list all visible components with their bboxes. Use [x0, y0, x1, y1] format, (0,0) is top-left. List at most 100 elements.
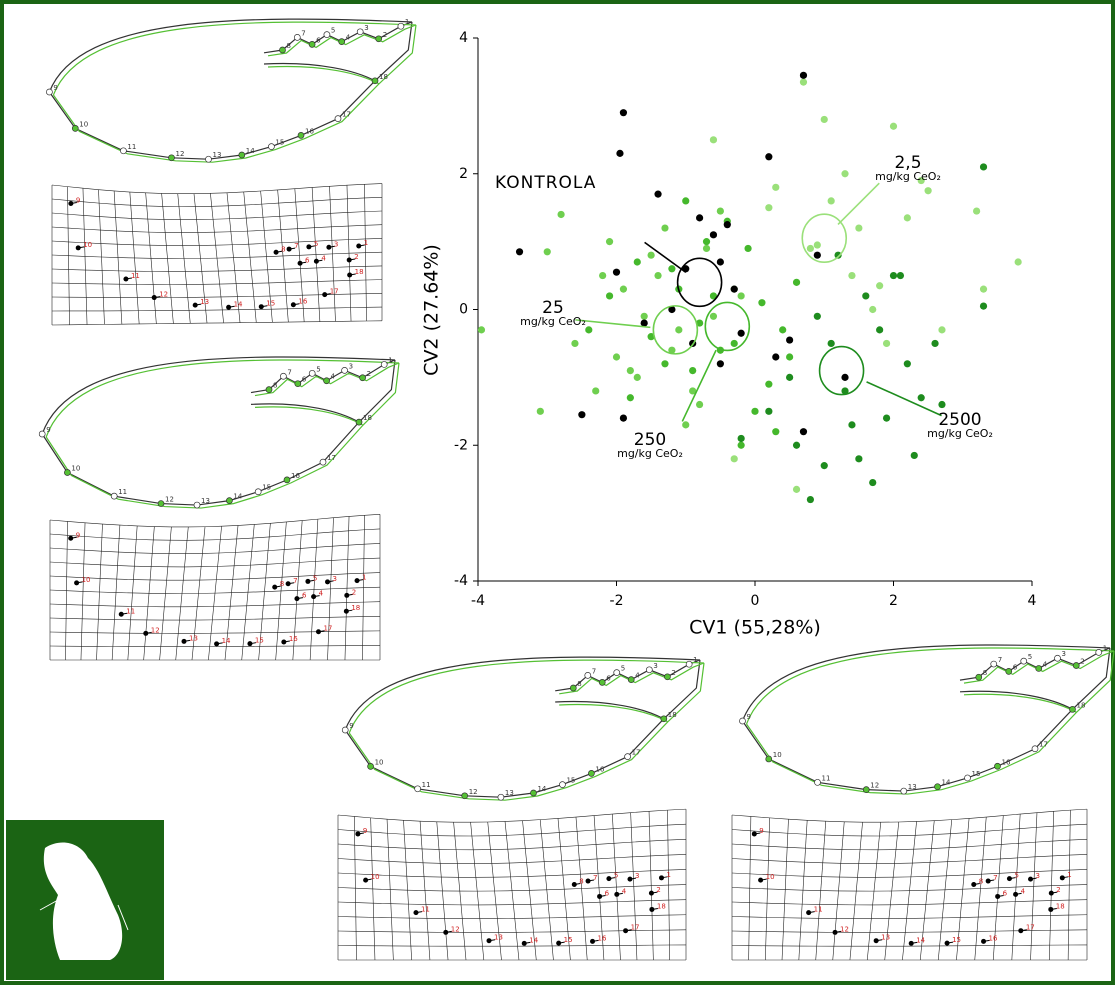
landmark-label: 6	[605, 889, 610, 897]
outline	[52, 21, 417, 163]
annotation-leader	[575, 319, 651, 329]
series-label: 2500	[938, 410, 981, 430]
landmark	[323, 377, 330, 385]
landmark-label: 1	[693, 656, 697, 664]
data-point	[599, 271, 607, 280]
landmark-label: 1	[1103, 644, 1107, 652]
landmark	[597, 893, 603, 899]
landmark-label: 2	[656, 886, 660, 894]
series-label: 25	[542, 298, 564, 318]
landmark	[1048, 890, 1054, 896]
data-point	[772, 353, 780, 361]
landmark-label: 13	[189, 634, 198, 642]
landmark-label: 18	[379, 73, 388, 81]
landmark-label: 5	[614, 872, 618, 880]
landmark	[584, 672, 592, 679]
landmark	[294, 596, 300, 602]
data-point	[619, 109, 628, 117]
unit-label: mg/kg CeO₂	[617, 447, 683, 460]
data-point	[841, 170, 849, 178]
landmark-label: 15	[952, 936, 961, 944]
landmark	[1028, 876, 1034, 882]
data-point	[543, 248, 551, 256]
landmark	[363, 877, 369, 883]
deformation-grid	[337, 884, 687, 892]
landmark-label: 4	[635, 672, 640, 680]
landmark-label: 12	[151, 626, 160, 634]
landmark-label: 6	[1013, 663, 1018, 671]
data-point	[723, 221, 731, 229]
landmark	[356, 243, 362, 249]
landmark-label: 15	[275, 139, 284, 147]
data-point	[633, 258, 641, 266]
landmark-label: 9	[76, 531, 80, 539]
y-tick-label: -4	[454, 573, 468, 589]
deformation-grid	[731, 914, 1088, 919]
data-point	[765, 407, 773, 415]
landmark-label: 2	[354, 253, 358, 261]
group-mean-ellipse	[676, 257, 723, 308]
unit-label: mg/kg CeO₂	[520, 315, 586, 328]
deformation-grid	[51, 224, 383, 233]
data-point	[515, 248, 524, 256]
deformation-grid	[337, 869, 687, 878]
landmark	[964, 774, 971, 782]
landmark	[359, 374, 366, 382]
landmark-label: 7	[301, 29, 305, 37]
landmark-label: 11	[126, 607, 135, 615]
data-point	[813, 312, 821, 320]
landmark	[71, 125, 79, 132]
landmark-label: 7	[294, 242, 298, 250]
data-point	[813, 251, 821, 259]
landmark	[623, 928, 629, 934]
data-point	[730, 285, 738, 293]
data-point	[696, 400, 704, 409]
deformation-grid	[49, 586, 381, 594]
landmark	[1072, 662, 1080, 669]
landmark-label: 3	[653, 662, 657, 670]
landmark-label: 4	[622, 887, 627, 895]
landmark-label: 13	[200, 298, 209, 306]
landmark-label: 6	[316, 36, 321, 44]
data-point	[661, 224, 669, 232]
landmark	[354, 578, 360, 584]
data-point	[820, 115, 828, 124]
landmark-label: 5	[621, 665, 625, 673]
landmark-label: 17	[632, 749, 641, 757]
landmark-label: 7	[592, 667, 596, 675]
landmark	[68, 535, 74, 541]
landmark-label: 8	[287, 42, 291, 50]
y-tick-label: 2	[459, 166, 468, 182]
data-point	[855, 224, 863, 232]
landmark-label: 14	[234, 300, 243, 308]
landmark	[585, 878, 591, 884]
landmark-label: 10	[82, 576, 91, 584]
data-point	[605, 292, 614, 300]
landmark	[1095, 649, 1103, 656]
landmark-label: 13	[201, 497, 210, 505]
data-point	[799, 71, 808, 79]
landmark-label: 16	[595, 765, 604, 773]
landmark-label: 18	[657, 902, 666, 910]
outline	[741, 644, 1111, 792]
landmark	[1018, 928, 1024, 934]
deformation-grid	[51, 251, 383, 259]
deformation-grid	[51, 320, 383, 326]
landmark-label: 10	[371, 873, 380, 881]
data-point	[786, 373, 794, 381]
landmark-label: 12	[469, 788, 478, 796]
x-tick-label: 2	[889, 593, 898, 609]
landmark	[265, 386, 273, 393]
landmark-label: 15	[266, 300, 275, 308]
data-point	[765, 153, 773, 161]
landmark	[192, 302, 198, 308]
group-mean-ellipse	[704, 301, 751, 352]
landmark-label: 9	[363, 827, 367, 835]
landmark	[280, 372, 287, 380]
landmark-label: 4	[331, 373, 336, 381]
data-point	[702, 244, 711, 253]
group-mean-ellipse	[801, 213, 848, 264]
data-point	[848, 271, 856, 280]
landmark-label: 3	[635, 872, 639, 880]
